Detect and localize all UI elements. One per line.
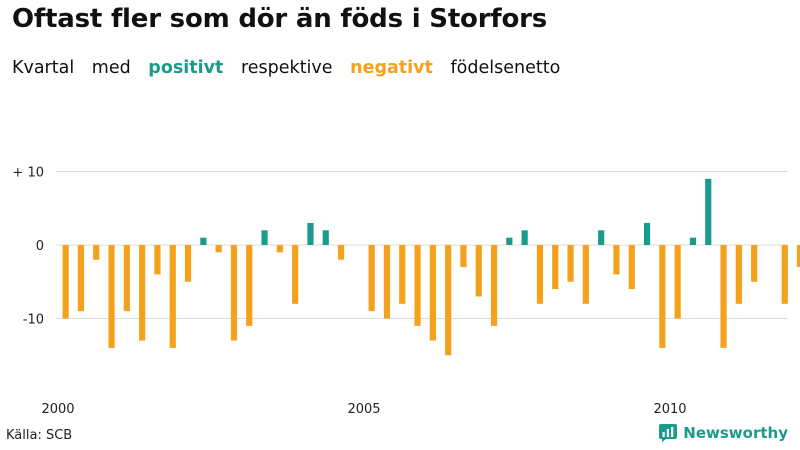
source-note: Källa: SCB [6,428,73,443]
bar [674,245,681,319]
y-tick-label: -10 [23,313,44,328]
bar [292,245,299,304]
bar [475,245,482,297]
subtitle-word: födelsenetto [450,58,561,78]
bar [751,245,758,282]
bar [521,230,528,245]
bar [460,245,467,268]
bar [598,230,605,245]
chart-subtitle: Kvartal med positivt respektive negativt… [12,58,572,78]
bar [230,245,238,341]
bar [705,178,712,245]
x-axis-labels: 20002005201020152020 [41,402,686,417]
bar [322,230,329,245]
bar [215,245,222,253]
bar [796,245,800,268]
bar [735,245,742,304]
y-tick-label: 0 [36,239,44,254]
bar [399,245,406,304]
subtitle-word: Kvartal [12,58,75,78]
x-tick-label: 2010 [653,402,686,417]
bar [659,245,666,348]
bar [184,245,192,282]
bar [154,245,161,275]
legend-negative: negativt [350,58,433,78]
bar [445,245,452,356]
bar [628,245,635,290]
subtitle-word: med [91,58,131,78]
bar [93,245,100,260]
bar [689,237,697,245]
brand-name: Newsworthy [683,424,788,442]
y-axis-labels: + 10 0 -10 [12,166,44,328]
newsworthy-icon [659,424,678,442]
bar [123,245,130,312]
legend-positive: positivt [148,58,224,78]
bar [552,245,559,290]
bar [62,245,69,319]
bars [62,178,800,356]
bar [720,245,727,348]
bar [307,222,314,245]
bar [246,245,253,326]
bar [490,245,498,326]
bar [613,245,620,275]
y-tick-label: + 10 [12,166,44,181]
bar [108,245,115,348]
y-gridlines [56,171,788,319]
bar [567,245,574,282]
bar [77,245,85,312]
bar [582,245,589,304]
subtitle-word: respektive [240,58,333,78]
bar [261,230,268,245]
bar [368,245,375,312]
x-tick-label: 2000 [41,402,74,417]
bar [139,245,146,341]
bar [643,222,651,245]
bar [169,245,176,348]
chart-title: Oftast fler som dör än föds i Storfors [12,4,547,34]
bar [276,245,283,253]
bar [506,237,513,245]
x-tick-label: 2005 [347,402,380,417]
bar [414,245,421,326]
bar [429,245,436,341]
bar [337,245,345,260]
bar [781,245,788,304]
bar [200,237,207,245]
brand-logo[interactable]: Newsworthy [659,424,788,442]
bar [383,245,391,319]
bar [536,245,544,304]
